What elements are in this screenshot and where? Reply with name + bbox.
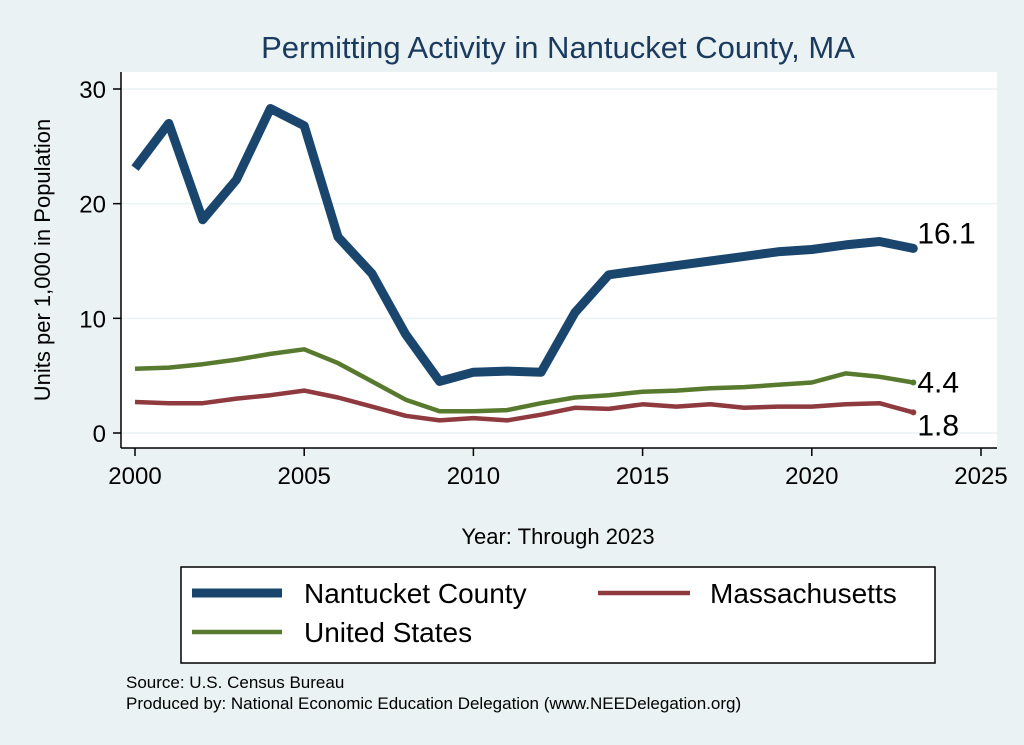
gridlines [121,88,997,434]
legend-label: Massachusetts [710,578,897,609]
x-tick-label: 2015 [616,463,669,490]
tick-labels: 0 10 20 30 2000 2005 2010 2015 2020 2025 [79,77,1007,490]
legend-label: Nantucket County [304,578,527,609]
series-line-nantucket-county [131,104,915,386]
legend-label: United States [304,617,472,648]
x-tick-label: 2010 [447,463,500,490]
y-axis-label: Units per 1,000 in Population [30,119,55,402]
series-line-united-states [134,347,914,414]
source-note: Source: U.S. Census Bureau [126,673,344,692]
axes [113,72,997,456]
x-tick-label: 2000 [108,463,161,490]
series-end-point [908,243,918,253]
legend: Nantucket County Massachusetts United Stat… [192,578,897,648]
y-tick-label: 20 [79,192,106,219]
series-line-massachusetts [134,388,914,423]
chart-title: Permitting Activity in Nantucket County,… [261,30,855,65]
x-axis-label: Year: Through 2023 [461,524,654,549]
end-value-label: 1.8 [917,409,959,442]
end-value-label: 4.4 [917,367,959,400]
y-tick-label: 0 [93,421,106,448]
series-lines [131,104,918,423]
end-labels: 16.1 1.8 4.4 [917,217,975,442]
series-end-point [910,409,917,416]
legend-box [180,566,936,664]
y-tick-label: 30 [79,77,106,104]
x-tick-label: 2025 [954,463,1007,490]
series-end-point [910,379,917,386]
y-tick-label: 10 [79,306,106,333]
end-value-label: 16.1 [917,217,975,250]
x-tick-label: 2020 [785,463,838,490]
producer-note: Produced by: National Economic Education… [126,694,741,713]
plot-area [121,72,997,448]
x-tick-label: 2005 [278,463,331,490]
